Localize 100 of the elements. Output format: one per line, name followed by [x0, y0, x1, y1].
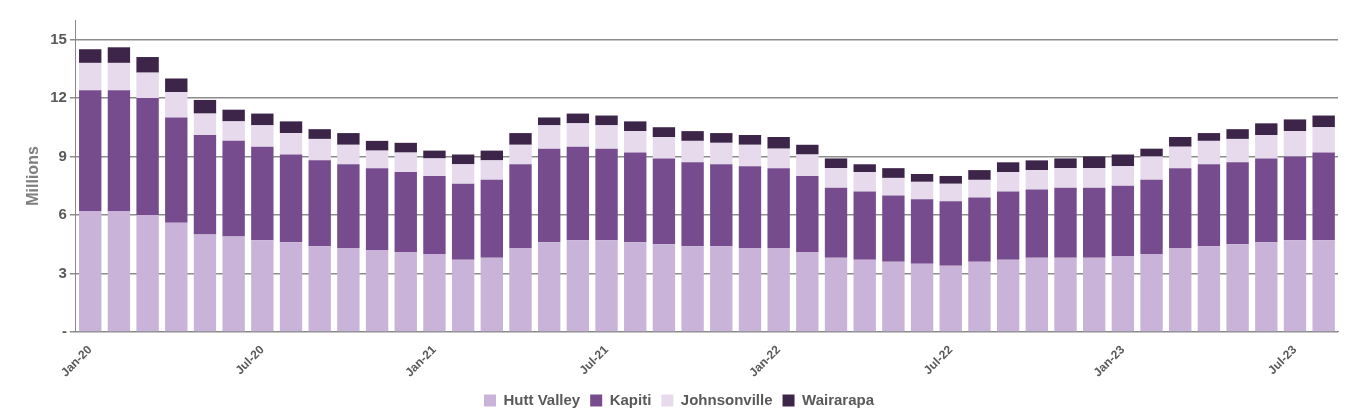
- bar: [136, 72, 159, 98]
- bar: [996, 172, 1020, 192]
- bar: [509, 144, 532, 165]
- bar: [394, 172, 417, 252]
- bar: [796, 252, 819, 332]
- bar: [1082, 257, 1106, 332]
- y-tick-label: -: [61, 322, 67, 340]
- bar: [251, 113, 274, 126]
- bar: [1283, 156, 1307, 241]
- bar: [824, 187, 848, 258]
- bar: [279, 133, 303, 155]
- bar: [1197, 164, 1221, 247]
- bar: [251, 146, 274, 241]
- bar: [595, 240, 618, 332]
- bar: [394, 142, 417, 153]
- bar: [824, 257, 848, 332]
- bar: [824, 158, 848, 169]
- bar: [566, 240, 590, 332]
- bar: [566, 146, 590, 241]
- y-tick-label: 9: [58, 146, 67, 164]
- bar: [222, 121, 245, 141]
- bar: [509, 248, 532, 332]
- bar: [882, 177, 905, 196]
- bar: [1054, 168, 1077, 188]
- bar: [566, 123, 590, 147]
- bar: [1082, 156, 1106, 169]
- bar: [624, 121, 647, 132]
- bar: [79, 211, 102, 332]
- bar: [1255, 135, 1278, 159]
- bar: [165, 117, 188, 223]
- bar: [1054, 257, 1077, 332]
- bar: [1312, 152, 1335, 241]
- bar: [537, 125, 561, 149]
- bar: [796, 154, 819, 176]
- bar: [165, 222, 188, 332]
- bar: [279, 121, 303, 134]
- bar: [968, 179, 991, 198]
- bar: [251, 125, 274, 147]
- bar: [165, 92, 188, 118]
- bar: [738, 135, 762, 145]
- bar: [79, 49, 102, 63]
- bar: [652, 158, 676, 245]
- bar: [882, 261, 905, 332]
- bar: [193, 135, 217, 235]
- bar: [652, 136, 676, 159]
- bar: [710, 133, 733, 143]
- bar: [1255, 158, 1278, 243]
- bar: [423, 175, 446, 254]
- bar: [710, 164, 733, 247]
- bar: [681, 131, 704, 141]
- bar: [1169, 248, 1192, 332]
- bar: [624, 131, 647, 153]
- bar: [1082, 187, 1106, 258]
- bar: [308, 138, 331, 161]
- bar: [251, 240, 274, 332]
- bar: [1054, 187, 1077, 258]
- bar: [796, 144, 819, 155]
- bar: [939, 265, 962, 332]
- legend-label: Wairarapa: [802, 390, 875, 408]
- bar: [624, 152, 647, 243]
- bar: [1025, 170, 1048, 190]
- bar: [480, 150, 503, 161]
- bar: [308, 160, 331, 247]
- y-axis-title: Millions: [24, 146, 42, 206]
- bar: [910, 181, 934, 200]
- bar: [337, 144, 360, 165]
- legend-label: Hutt Valley: [503, 390, 581, 408]
- bar: [996, 191, 1020, 260]
- bar: [1140, 156, 1163, 180]
- bar: [107, 211, 131, 332]
- bar: [1169, 168, 1192, 249]
- bar: [595, 148, 618, 241]
- bar: [1140, 253, 1163, 332]
- bar: [165, 78, 188, 93]
- bar: [394, 252, 417, 332]
- bar: [136, 57, 159, 73]
- bar: [738, 144, 762, 167]
- bar: [222, 236, 245, 332]
- y-tick-label: 3: [58, 263, 67, 281]
- bar: [1312, 115, 1335, 128]
- bar: [1025, 257, 1048, 332]
- bar: [1283, 131, 1307, 157]
- bar: [394, 152, 417, 173]
- bar: [193, 99, 217, 114]
- bar: [1111, 154, 1135, 167]
- bar: [624, 242, 647, 332]
- y-tick-label: 12: [50, 88, 67, 106]
- bar: [738, 166, 762, 249]
- bar: [107, 90, 131, 212]
- bar: [480, 160, 503, 180]
- bar: [193, 234, 217, 332]
- bar: [681, 140, 704, 163]
- bar: [1197, 133, 1221, 141]
- bar: [423, 253, 446, 332]
- bar: [767, 248, 790, 332]
- bar: [451, 154, 475, 165]
- bar: [480, 179, 503, 258]
- bar: [279, 154, 303, 243]
- bar: [996, 162, 1020, 173]
- bar: [337, 164, 360, 249]
